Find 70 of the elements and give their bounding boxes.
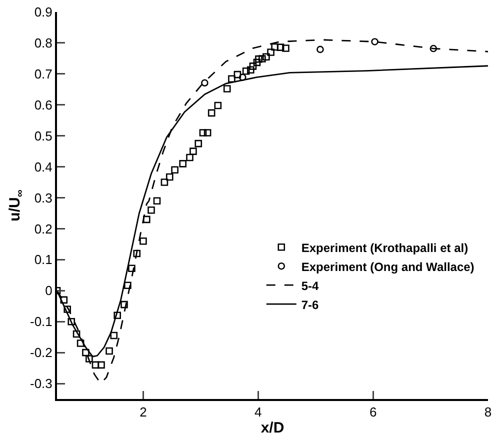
point [148,206,155,214]
y-tick-label: 0.8 [34,36,52,51]
point [262,53,270,61]
point [72,330,80,338]
point [247,66,254,74]
legend-label: 5-4 [301,278,320,293]
y-tick-label: -0.2 [30,345,52,360]
point [186,154,194,162]
point [242,67,250,75]
point [223,85,231,92]
legend-label: Experiment (Ong and Wallace) [301,260,474,274]
x-tick-label: 8 [484,404,492,420]
point [92,361,100,369]
legend-label: 7-6 [301,298,320,312]
point [153,197,161,205]
point [128,264,136,272]
y-tick-label: 0.4 [34,159,52,174]
point [179,160,186,168]
point [133,250,141,258]
point [114,312,121,320]
point [143,216,150,224]
point [214,102,222,110]
point [60,296,68,304]
y-tick-label: 0.3 [34,190,52,206]
point [430,44,438,52]
y-tick-label: 0.2 [34,221,52,236]
point [120,300,128,308]
point [140,237,147,245]
point [371,38,378,46]
y-tick-label: 0.1 [34,252,52,268]
point [249,62,257,70]
point [171,166,178,174]
x-tick-label: 2 [140,404,147,420]
point [271,43,278,51]
point [194,140,202,148]
x-axis-title: x/D [260,420,284,437]
point [124,282,132,290]
legend-label: Experiment (Krothapalli et al) [301,240,468,255]
point [204,129,212,136]
point [228,75,236,83]
y-tick-label: -0.3 [30,376,52,392]
point [106,347,113,355]
y-tick-label: 0.5 [34,128,52,144]
point [282,44,290,52]
point [110,332,118,340]
point [64,306,71,313]
point [208,109,216,117]
x-tick-label: 4 [254,404,262,420]
point [166,173,174,181]
point [267,48,274,56]
y-tick-label: 0.6 [34,97,52,112]
point [68,318,76,326]
x-tick-label: 6 [369,404,377,420]
point [316,46,324,54]
y-tick-label: 0.7 [34,66,52,82]
point [160,178,168,186]
y-tick-label: 0.9 [34,4,52,20]
point [201,79,208,87]
point [255,55,262,63]
y-tick-label: 0 [45,283,52,298]
point [234,70,242,78]
point [276,44,284,51]
point [199,129,207,136]
point [76,340,84,347]
y-tick-label: -0.1 [30,314,52,330]
point [98,361,105,369]
point [190,148,197,155]
point [253,58,261,66]
point [82,348,90,356]
point [86,355,93,362]
